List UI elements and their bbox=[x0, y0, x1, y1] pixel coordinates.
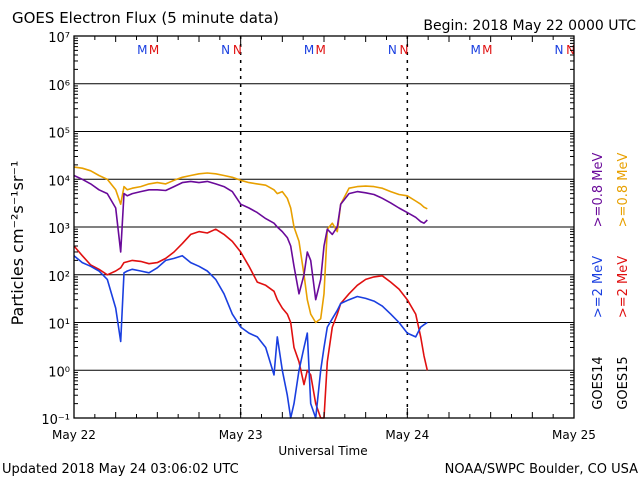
begin-label: Begin: 2018 May 22 0000 UTC bbox=[423, 18, 636, 34]
y-tick-label: 10⁰ bbox=[48, 365, 70, 380]
credit-label: NOAA/SWPC Boulder, CO USA bbox=[445, 462, 638, 477]
x-axis-title: Universal Time bbox=[278, 444, 367, 458]
x-tick-label: May 25 bbox=[552, 428, 596, 442]
legend-item: GOES14 bbox=[591, 356, 606, 409]
y-tick-label: 10⁵ bbox=[48, 127, 70, 142]
series-line-2 bbox=[73, 174, 428, 301]
marker-label: M bbox=[315, 43, 325, 57]
axes-group: 10⁻¹ 10⁰ 10¹ 10² 10³ 10⁴ 10⁵ 10⁶ 10⁷ May 22 May 23… bbox=[41, 31, 596, 442]
y-tick-label: 10¹ bbox=[48, 318, 70, 333]
legend-item: >=2 MeV bbox=[616, 256, 631, 318]
marker-label: N bbox=[555, 43, 564, 57]
series-group bbox=[73, 166, 429, 419]
marker-label: M bbox=[304, 43, 314, 57]
y-axis-title: Particles cm⁻²s⁻¹sr⁻¹ bbox=[8, 161, 27, 326]
legend-item: >=2 MeV bbox=[591, 256, 606, 318]
y-tick-label: 10³ bbox=[48, 222, 70, 237]
series-line-1 bbox=[73, 228, 429, 419]
marker-label: M bbox=[470, 43, 480, 57]
y-tick-label: 10⁻¹ bbox=[41, 413, 70, 428]
legend-item: GOES15 bbox=[616, 356, 631, 409]
marker-label: M bbox=[149, 43, 159, 57]
y-tick-label: 10² bbox=[48, 270, 70, 285]
series-line-3 bbox=[73, 254, 428, 419]
x-tick-label: May 23 bbox=[219, 428, 263, 442]
x-tick-label: May 24 bbox=[385, 428, 429, 442]
marker-label: M bbox=[137, 43, 147, 57]
marker-label: N bbox=[221, 43, 230, 57]
chart-title: GOES Electron Flux (5 minute data) bbox=[12, 9, 279, 27]
legend-item: >=0.8 MeV bbox=[591, 153, 606, 228]
marker-label: N bbox=[388, 43, 397, 57]
y-tick-label: 10⁶ bbox=[48, 79, 70, 94]
legend-item: >=0.8 MeV bbox=[616, 153, 631, 228]
legend-group: >=0.8 MeV >=0.8 MeV >=2 MeV >=2 MeV GOES15 GO… bbox=[591, 153, 631, 410]
series-line-0 bbox=[73, 166, 428, 324]
y-tick-label: 10⁴ bbox=[48, 174, 70, 189]
marker-label: N bbox=[400, 43, 409, 57]
chart-grid bbox=[74, 36, 574, 418]
x-tick-label: May 22 bbox=[52, 428, 96, 442]
marker-label: M bbox=[482, 43, 492, 57]
y-tick-label: 10⁷ bbox=[48, 31, 70, 46]
marker-label: N bbox=[233, 43, 242, 57]
updated-label: Updated 2018 May 24 03:06:02 UTC bbox=[2, 462, 239, 477]
